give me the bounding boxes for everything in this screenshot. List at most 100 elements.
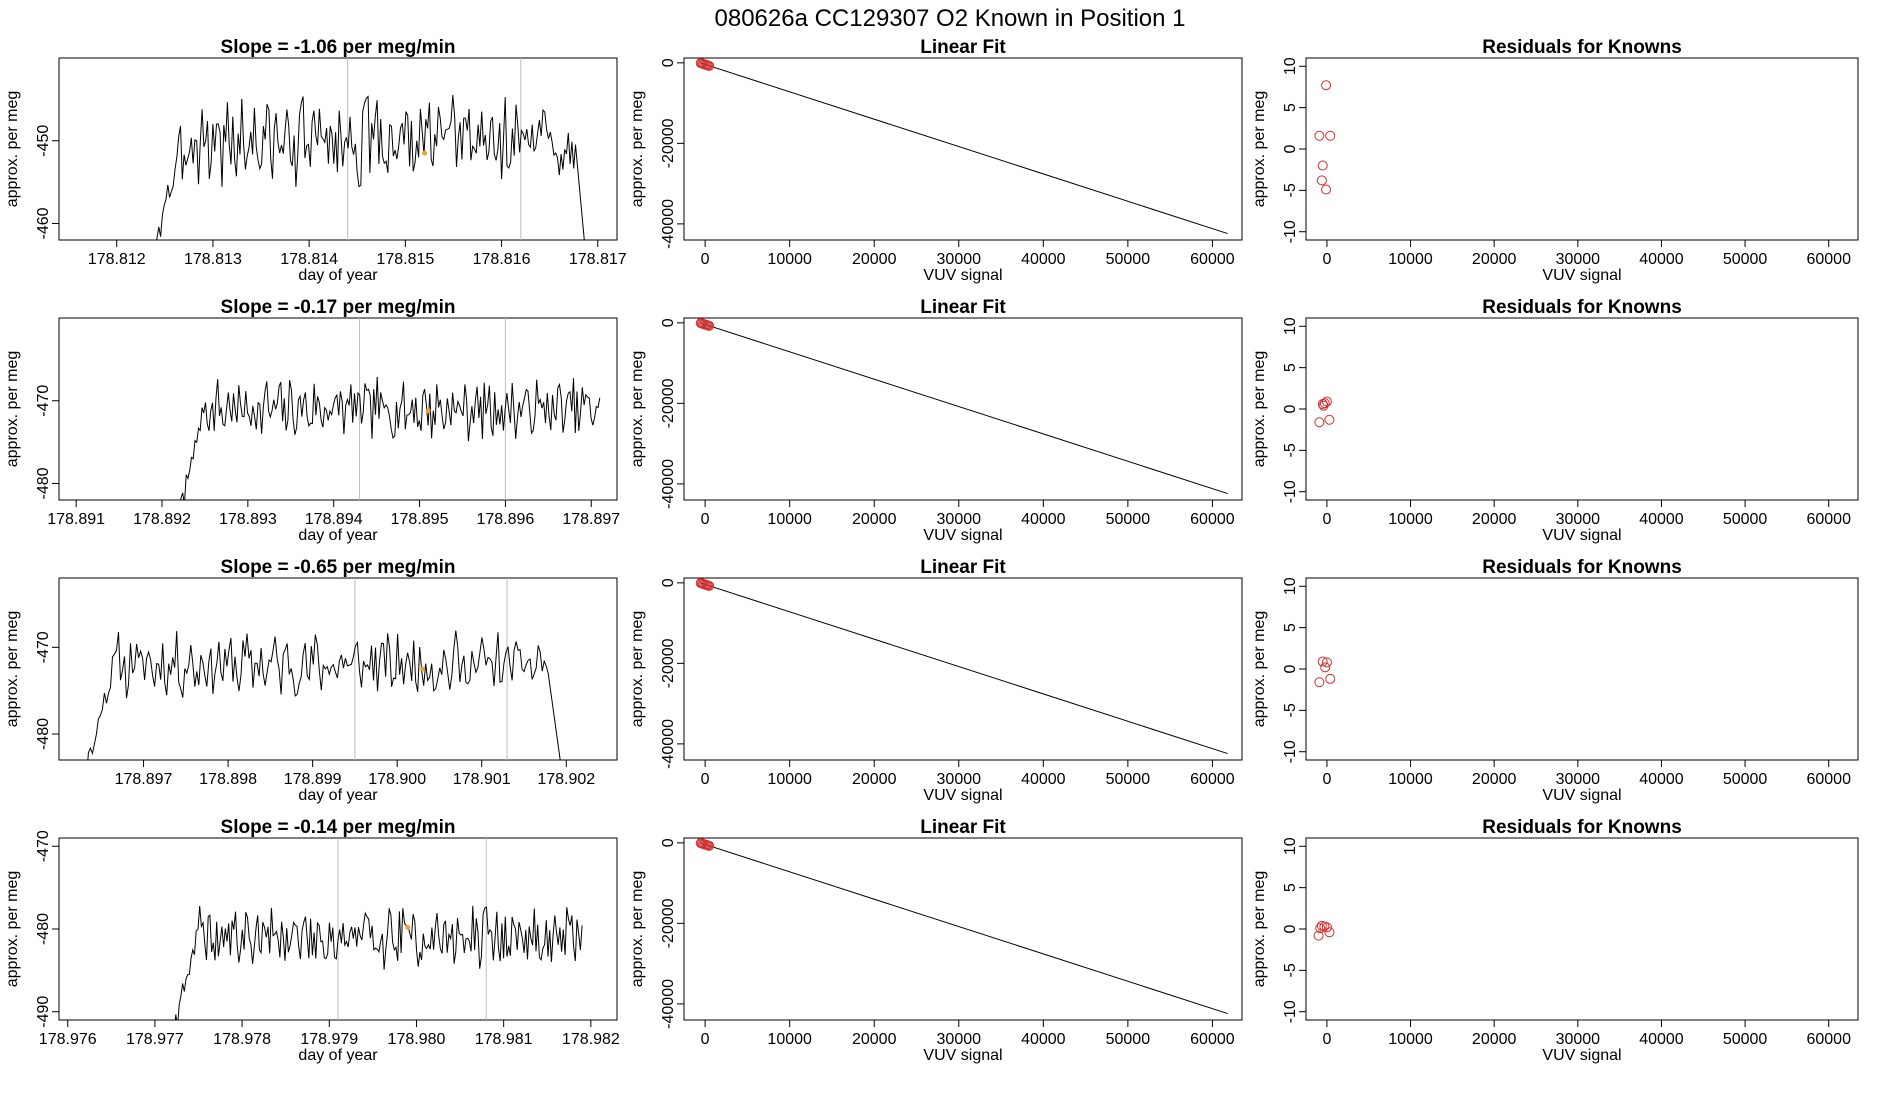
plot-frame	[683, 837, 1243, 1021]
x-tick-label: 30000	[1556, 771, 1601, 788]
y-axis-label: approx. per meg	[629, 611, 646, 728]
data-point	[1320, 662, 1331, 673]
data-point	[1314, 417, 1325, 428]
x-tick-label: 0	[1322, 251, 1331, 268]
x-tick-label: 10000	[1388, 771, 1433, 788]
x-tick-label: 178.893	[219, 511, 277, 528]
panel-resid-3: Residuals for Knowns 0 10000 20000 30000 4000…	[1251, 557, 1859, 804]
data-point	[1317, 160, 1328, 171]
x-tick-label: 178.817	[569, 251, 627, 268]
y-tick-label: -5	[1282, 183, 1299, 197]
fit-line	[699, 322, 1228, 495]
y-tick-label: -480	[35, 718, 52, 750]
x-axis-label: VUV signal	[1542, 527, 1621, 544]
data-point	[1317, 656, 1328, 667]
x-tick-label: 178.902	[537, 771, 595, 788]
plot-area	[695, 318, 1228, 495]
panel-title: Slope = -0.17 per meg/min	[221, 297, 456, 318]
panel-title: Residuals for Knowns	[1482, 297, 1682, 318]
x-tick-label: 20000	[1472, 251, 1517, 268]
panel-resid-1: Residuals for Knowns 0 10000 20000 30000 4000…	[1251, 37, 1859, 284]
x-tick-label: 60000	[1806, 1031, 1851, 1048]
x-tick-label: 50000	[1723, 511, 1768, 528]
x-tick-label: 178.812	[88, 251, 146, 268]
x-tick-label: 20000	[1472, 771, 1517, 788]
data-point	[1314, 130, 1325, 141]
plot-area	[695, 578, 1228, 755]
x-tick-label: 60000	[1806, 251, 1851, 268]
x-tick-label: 60000	[1190, 251, 1235, 268]
y-axis-label: approx. per meg	[4, 871, 21, 988]
x-tick-label: 50000	[1723, 771, 1768, 788]
x-tick-label: 178.895	[391, 511, 449, 528]
plot-frame	[683, 317, 1243, 501]
x-tick-label: 20000	[1472, 1031, 1517, 1048]
x-tick-label: 0	[1322, 511, 1331, 528]
y-tick-label: -480	[35, 913, 52, 945]
data-point	[1321, 80, 1332, 91]
y-tick-label: -40000	[660, 199, 677, 249]
x-tick-label: 178.982	[562, 1031, 620, 1048]
y-axis-label: approx. per meg	[4, 351, 21, 468]
y-tick-label: 0	[1282, 144, 1299, 153]
panel-title: Slope = -1.06 per meg/min	[221, 37, 456, 58]
panel-resid-2: Residuals for Knowns 0 10000 20000 30000 4000…	[1251, 297, 1859, 544]
plot-area	[1314, 396, 1335, 428]
x-tick-label: 20000	[852, 251, 897, 268]
data-point	[1325, 673, 1336, 684]
mean-marker-point	[420, 666, 426, 672]
data-point	[1315, 923, 1326, 934]
x-tick-label: 178.891	[47, 511, 105, 528]
x-tick-label: 30000	[1556, 251, 1601, 268]
x-tick-label: 40000	[1639, 251, 1684, 268]
data-point	[1321, 657, 1332, 668]
x-tick-label: 178.978	[213, 1031, 271, 1048]
y-axis-label: approx. per meg	[4, 611, 21, 728]
x-axis-label: VUV signal	[923, 787, 1002, 804]
plot-frame	[58, 57, 618, 241]
x-tick-label: 178.897	[562, 511, 620, 528]
x-tick-label: 178.899	[284, 771, 342, 788]
x-tick-label: 178.814	[280, 251, 338, 268]
y-tick-label: -20000	[660, 118, 677, 168]
y-tick-label: 5	[1282, 883, 1299, 892]
x-tick-label: 10000	[1388, 511, 1433, 528]
y-tick-label: -40000	[660, 459, 677, 509]
y-tick-label: 10	[1282, 57, 1299, 75]
x-tick-label: 50000	[1723, 1031, 1768, 1048]
mean-marker-point	[425, 408, 431, 414]
y-tick-label: 10	[1282, 317, 1299, 335]
y-tick-label: 0	[660, 838, 677, 847]
plot-area	[156, 58, 585, 240]
plot-frame	[1305, 577, 1859, 761]
figure-title: 080626a CC129307 O2 Known in Position 1	[715, 5, 1186, 32]
x-tick-label: 178.898	[199, 771, 257, 788]
y-tick-label: -10	[1282, 1000, 1299, 1023]
data-trace-line	[156, 95, 585, 240]
panel-title: Slope = -0.14 per meg/min	[221, 817, 456, 838]
x-tick-label: 60000	[1190, 511, 1235, 528]
panel-title: Linear Fit	[920, 557, 1006, 578]
x-tick-label: 40000	[1021, 511, 1066, 528]
data-point	[1316, 175, 1327, 186]
x-tick-label: 0	[1322, 1031, 1331, 1048]
panel-title: Linear Fit	[920, 297, 1006, 318]
x-tick-label: 178.892	[133, 511, 191, 528]
y-tick-label: 0	[1282, 924, 1299, 933]
y-tick-label: -10	[1282, 740, 1299, 763]
x-tick-label: 20000	[852, 1031, 897, 1048]
x-tick-label: 0	[701, 511, 710, 528]
x-tick-label: 30000	[937, 1031, 982, 1048]
x-tick-label: 50000	[1106, 1031, 1151, 1048]
x-tick-label: 50000	[1106, 771, 1151, 788]
x-tick-label: 10000	[767, 1031, 812, 1048]
x-tick-label: 40000	[1639, 511, 1684, 528]
fit-line	[699, 582, 1228, 755]
y-tick-label: 0	[660, 578, 677, 587]
y-axis-label: approx. per meg	[1251, 91, 1268, 208]
data-point	[704, 580, 715, 591]
plot-area	[695, 838, 1228, 1015]
data-point	[704, 840, 715, 851]
x-axis-label: day of year	[298, 787, 378, 804]
plot-area	[1314, 656, 1336, 688]
